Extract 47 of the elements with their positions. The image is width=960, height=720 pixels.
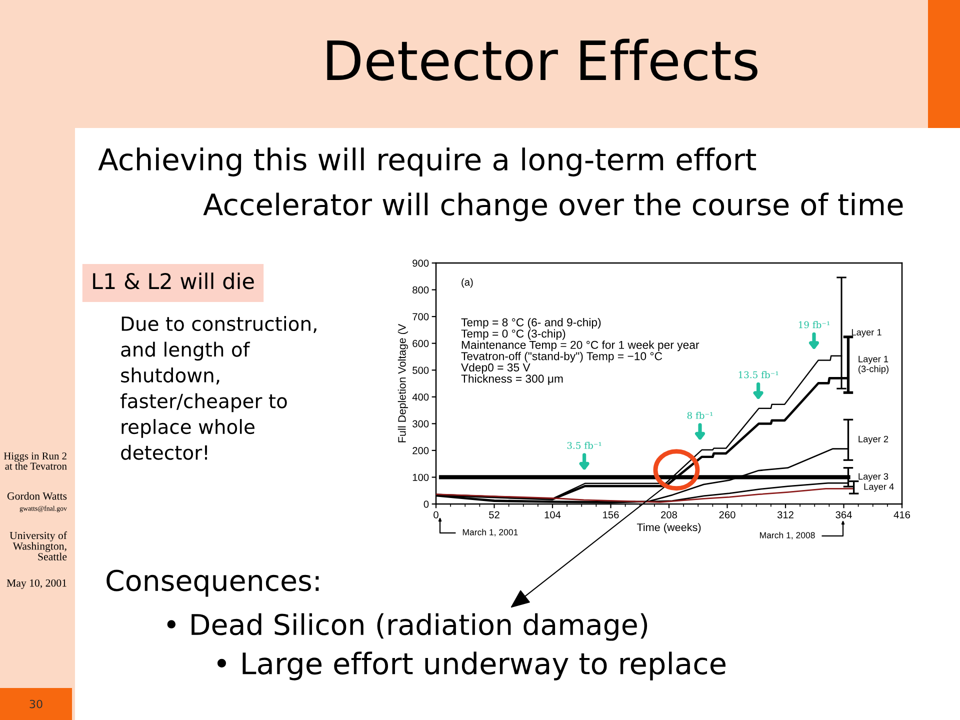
annotation: 3.5 fb⁻¹ <box>567 442 602 449</box>
annotation: 8 fb⁻¹ <box>687 412 713 419</box>
y-axis-title: Full Depletion Voltage (V <box>398 324 408 442</box>
y-tick-label: 0 <box>424 500 429 508</box>
y-tick-label: 300 <box>412 420 429 428</box>
series-label: Layer 4 <box>864 483 894 492</box>
annotation: • Dead Silicon (radiation damage) <box>167 613 648 641</box>
chart-title: Detector Effects <box>327 38 758 81</box>
text: • Large effort underway to replace <box>217 652 726 680</box>
series-label: Layer 3 <box>858 473 888 482</box>
x-tick-label: 208 <box>661 511 678 518</box>
y-tick-label: 100 <box>412 474 429 481</box>
text: L1 & L2 will die <box>93 272 254 290</box>
annotation: 19 fb⁻¹ <box>798 321 830 328</box>
x-tick-label: 364 <box>836 511 852 518</box>
annotation: (a) <box>462 278 473 288</box>
annotation: 13.5 fb⁻¹ <box>738 371 778 378</box>
text: Gordon Watts <box>7 492 67 500</box>
series-label: Layer 1 (3-chip) <box>858 356 888 374</box>
y-tick-label: 600 <box>412 340 429 348</box>
text: Accelerator will change over the course of time <box>203 192 903 222</box>
y-tick-label: 800 <box>412 286 429 294</box>
x-axis-title: Time (weeks) <box>636 523 701 534</box>
y-tick-label: 400 <box>412 393 429 401</box>
text: Consequences: <box>106 570 319 597</box>
x-tick-label: 156 <box>603 511 619 518</box>
x-tick-label: 104 <box>544 511 561 518</box>
x-tick-label: 416 <box>894 511 910 518</box>
text: Higgs in Run 2 at the Tevatron <box>4 452 67 470</box>
y-tick-label: 500 <box>412 366 429 374</box>
text: Layer 1 <box>852 329 882 338</box>
text: Due to construction, and length of shutdown, faster/cheaper to replace whole detector! <box>120 316 316 460</box>
x-tick-label: 312 <box>777 511 794 518</box>
y-tick-label: 700 <box>412 313 429 320</box>
text: March 1, 2001 <box>462 528 518 536</box>
text: May 10, 2001 <box>6 579 66 589</box>
chart-subtitle: Achieving this will require a long-term effort <box>98 148 756 176</box>
x-tick-label: 52 <box>489 511 500 518</box>
series-label: Layer 2 <box>858 436 888 444</box>
text: 30 <box>30 700 42 708</box>
x-tick-label: 260 <box>719 511 736 518</box>
text: University of Washington, Seattle <box>10 531 67 560</box>
annotation: Temp = 8 °C (6- and 9-chip) Temp = 0 °C (3-chip) Maintenance Temp = 20 °C for 1 week per year Tevatron-off ("stand-by") Temp = −10 °C Vdep0 = 35 V Thickness = 300 μm <box>461 318 700 385</box>
y-tick-label: 900 <box>412 260 429 267</box>
x-tick-label: 0 <box>434 511 438 518</box>
text: March 1, 2008 <box>760 532 815 540</box>
y-tick-label: 200 <box>412 447 429 454</box>
